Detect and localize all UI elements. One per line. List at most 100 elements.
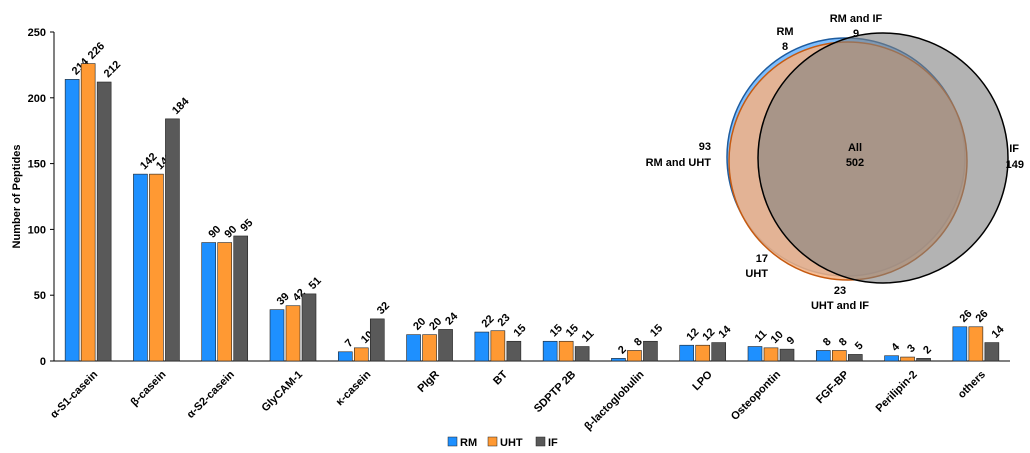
data-label: 4 (889, 340, 902, 353)
y-tick-label: 0 (40, 356, 46, 368)
venn-region-rm-uht-value: 93 (699, 141, 711, 153)
bar-uht (627, 350, 642, 362)
x-tick-label: β-casein (129, 368, 169, 408)
y-tick-label: 150 (28, 159, 46, 171)
data-label: 9 (785, 334, 798, 347)
data-label: 26 (973, 308, 990, 325)
venn-region-rm-if-label: RM and IF (830, 13, 883, 25)
data-label: 39 (275, 291, 292, 308)
bar-rm (679, 344, 695, 362)
bar-if (96, 81, 112, 362)
venn-region-if-value: 149 (1006, 159, 1024, 171)
data-label: 14 (989, 323, 1007, 341)
bar-uht (285, 305, 301, 362)
venn-region-all-label: All (848, 142, 862, 154)
data-label: 15 (648, 322, 665, 339)
bar-uht (900, 356, 915, 362)
x-tick-label: Perilipin-2 (874, 369, 920, 415)
x-tick-label: β-lactoglobulin (582, 368, 646, 432)
bar-if (301, 293, 317, 362)
bar-rm (611, 358, 626, 362)
bar-uht (353, 347, 369, 362)
bar-uht (80, 63, 96, 362)
x-tick-label: others (956, 369, 988, 401)
legend-swatch-uht (487, 436, 498, 447)
y-axis-label: Number of Peptides (11, 145, 23, 249)
bar-rm (64, 79, 80, 362)
bar-if (847, 354, 863, 362)
data-label: 10 (769, 329, 786, 346)
bar-if (165, 118, 180, 362)
bar-uht (695, 344, 711, 362)
legend-label-uht: UHT (500, 437, 523, 449)
data-label: 20 (411, 316, 428, 333)
data-label: 90 (206, 224, 223, 241)
data-label: 8 (821, 336, 834, 349)
bar-rm (952, 326, 968, 362)
data-label: 14 (716, 323, 734, 341)
legend-label-rm: RM (460, 437, 477, 449)
bar-uht (831, 350, 847, 362)
data-label: 3 (905, 342, 918, 355)
venn-region-all-value: 502 (846, 157, 864, 169)
data-label: 2 (921, 344, 934, 357)
x-tick-label: GlyCAM-1 (259, 369, 305, 415)
x-tick-label: BT (491, 368, 510, 387)
bar-if (711, 342, 727, 362)
x-tick-label: PIgR (415, 369, 441, 395)
bar-uht (968, 326, 984, 362)
venn-region-uht-value: 17 (756, 253, 768, 265)
data-label: 15 (511, 322, 528, 339)
bar-if (233, 235, 249, 362)
x-tick-label: Osteopontin (729, 368, 783, 422)
venn-region-rm-if-value: 9 (853, 28, 859, 40)
bar-uht (558, 340, 574, 362)
x-tick-label: α-S2-casein (185, 368, 237, 420)
data-label: 95 (238, 217, 255, 234)
data-label: 11 (580, 328, 597, 345)
bar-uht (149, 173, 164, 362)
bar-rm (337, 351, 353, 362)
data-label: 5 (853, 340, 866, 353)
bar-rm (542, 340, 558, 362)
y-tick-label: 250 (28, 27, 46, 39)
data-label: 226 (86, 40, 107, 61)
data-label: 2 (616, 344, 629, 357)
bar-rm (884, 355, 899, 362)
bar-rm (474, 331, 490, 362)
data-label: 12 (684, 326, 701, 343)
x-tick-label: α-S1-casein (48, 368, 100, 420)
venn-region-if-label: IF (1009, 143, 1019, 155)
data-label: 51 (307, 275, 324, 292)
venn-region-uht-label: UHT (745, 268, 768, 280)
data-label: 12 (700, 326, 717, 343)
bar-if (506, 340, 522, 362)
bar-if (916, 358, 931, 362)
y-tick-label: 100 (28, 224, 46, 236)
legend: RM UHT IF (447, 436, 558, 449)
x-tick-label: SDPTP 2B (532, 369, 578, 415)
bar-if (779, 348, 795, 362)
data-label: 8 (632, 336, 645, 349)
data-label: 11 (753, 328, 770, 345)
venn-region-rm-label: RM (776, 26, 793, 38)
bar-rm (201, 242, 217, 362)
bar-rm (406, 334, 421, 362)
legend-swatch-if (535, 436, 546, 447)
bar-uht (763, 347, 779, 362)
x-tick-label: LPO (690, 368, 715, 393)
bar-uht (217, 242, 233, 362)
bar-rm (815, 350, 831, 362)
data-label: 15 (548, 322, 565, 339)
bar-rm (747, 346, 763, 362)
data-label: 32 (375, 300, 392, 317)
legend-label-if: IF (548, 437, 558, 449)
venn-region-uht-if-label: UHT and IF (811, 300, 869, 312)
data-label: 7 (343, 337, 356, 350)
data-label: 212 (102, 59, 123, 80)
bar-rm (269, 309, 285, 362)
y-tick-label: 50 (34, 290, 46, 302)
data-label: 8 (837, 336, 850, 349)
data-label: 15 (564, 322, 581, 339)
